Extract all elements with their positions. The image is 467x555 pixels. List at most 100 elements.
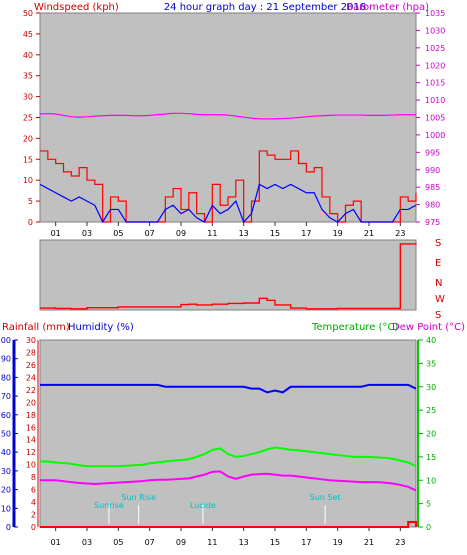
baro-y-tick-label: 980 — [425, 201, 440, 210]
wind-x-tick-label: 01 — [51, 229, 61, 238]
humidity-tick-label: 10 — [1, 504, 11, 513]
rain-tick-label: 26 — [26, 361, 36, 370]
baro-y-tick-label: 1015 — [425, 79, 445, 88]
rain-tick-label: 16 — [26, 423, 36, 432]
wind-x-tick-label: 23 — [395, 229, 405, 238]
baro-y-tick-label: 1025 — [425, 44, 445, 53]
baro-y-tick-label: 1000 — [425, 131, 445, 140]
direction-y-label: W — [435, 294, 445, 305]
rainfall-line — [40, 521, 417, 528]
wind-plot-area — [39, 12, 417, 223]
humidity-tick-label: 70 — [1, 392, 11, 401]
wind-y-tick-label: 45 — [23, 30, 33, 39]
humidity-tick-label: 80 — [1, 373, 11, 382]
baro-y-tick-label: 1010 — [425, 96, 445, 105]
baro-y-tick-label: 995 — [425, 148, 440, 157]
direction-y-label: E — [435, 258, 441, 269]
wind-x-tick-label: 21 — [364, 229, 374, 238]
temp-x-tick-label: 01 — [51, 538, 61, 547]
temp-tick-label: 10 — [426, 476, 436, 485]
wind-y-tick-label: 30 — [23, 93, 33, 102]
temp-x-tick-label: 17 — [301, 538, 311, 547]
temp-tick-label: 5 — [426, 500, 431, 509]
wind-x-tick-label: 09 — [176, 229, 186, 238]
rain-tick-label: 2 — [31, 511, 36, 520]
direction-y-label: S — [435, 310, 441, 321]
rain-tick-label: 20 — [26, 398, 36, 407]
rain-tick-label: 22 — [26, 386, 36, 395]
temp-plot-area — [39, 339, 417, 528]
dewpoint-label: Dew Point (°C) — [392, 322, 465, 333]
direction-plot-area — [39, 239, 417, 311]
rain-tick-label: 14 — [26, 436, 36, 445]
wind-y-axis: 0 5 10 15 20 25 30 35 40 45 50 — [23, 9, 40, 227]
wind-y-tick-label: 10 — [23, 176, 33, 185]
temp-x-tick-label: 15 — [270, 538, 280, 547]
temp-x-tick-label: 13 — [239, 538, 249, 547]
rain-tick-label: 28 — [26, 348, 36, 357]
rain-tick-label: 0 — [31, 523, 36, 532]
wind-x-axis: 01 03 05 07 09 11 13 15 17 19 21 23 — [51, 222, 405, 238]
humidity-tick-label: 100 — [0, 336, 11, 345]
temp-x-tick-label: 11 — [207, 538, 217, 547]
rain-tick-label: 6 — [31, 486, 36, 495]
wind-x-tick-label: 03 — [82, 229, 92, 238]
temperature-y-axis: 0 5 10 15 20 25 30 35 40 — [418, 336, 436, 532]
rain-tick-label: 24 — [26, 373, 36, 382]
wind-x-tick-label: 05 — [113, 229, 123, 238]
humidity-tick-label: 0 — [6, 523, 11, 532]
baro-y-tick-label: 1005 — [425, 114, 445, 123]
humidity-tick-label: 90 — [1, 355, 11, 364]
temp-tick-label: 30 — [426, 383, 436, 392]
wind-x-tick-label: 11 — [207, 229, 217, 238]
temp-x-tick-label: 09 — [176, 538, 186, 547]
humidity-y-axis: 0 10 20 30 40 50 60 70 80 90 100 — [0, 336, 18, 532]
barometer-line — [39, 112, 416, 120]
temperature-label: Temperature (°C) — [311, 322, 398, 333]
wind-y-tick-label: 5 — [28, 197, 33, 206]
temp-x-tick-label: 23 — [395, 538, 405, 547]
rain-tick-label: 8 — [31, 473, 36, 482]
rain-tick-label: 10 — [26, 461, 36, 470]
wind-y-tick-label: 35 — [23, 72, 33, 81]
barometer-label: Barometer (hpa) — [346, 2, 429, 13]
baro-y-tick-label: 1035 — [425, 9, 445, 18]
baro-y-tick-label: 985 — [425, 183, 440, 192]
wind-direction-line — [40, 243, 417, 310]
humidity-line — [40, 383, 417, 394]
rain-tick-label: 12 — [26, 448, 36, 457]
wind-y-tick-label: 25 — [23, 114, 33, 123]
wind-x-tick-label: 07 — [145, 229, 155, 238]
temp-tick-label: 0 — [426, 523, 431, 532]
humidity-tick-label: 20 — [1, 486, 11, 495]
temp-tick-label: 35 — [426, 359, 436, 368]
direction-y-label: S — [435, 238, 441, 249]
rain-tick-label: 4 — [31, 498, 36, 507]
temp-x-tick-label: 07 — [145, 538, 155, 547]
direction-y-label: N — [435, 278, 442, 289]
sun-marker-label: Sunrise — [94, 501, 124, 510]
baro-y-tick-label: 975 — [425, 218, 440, 227]
temp-x-tick-label: 05 — [113, 538, 123, 547]
temp-tick-label: 25 — [426, 406, 436, 415]
sun-marker-label: Sun Set — [310, 493, 341, 502]
wind-x-tick-label: 17 — [301, 229, 311, 238]
wind-y-tick-label: 20 — [23, 134, 33, 143]
wind-average-line — [39, 183, 417, 224]
temp-x-tick-label: 03 — [82, 538, 92, 547]
sun-marker-label: Lucide — [190, 501, 216, 510]
temp-x-tick-label: 21 — [364, 538, 374, 547]
temp-x-tick-label: 19 — [333, 538, 343, 547]
graph-title: 24 hour graph day : 21 September 2018 — [164, 2, 366, 13]
temp-tick-label: 20 — [426, 430, 436, 439]
wind-y-tick-label: 0 — [28, 218, 33, 227]
temp-tick-label: 40 — [426, 336, 436, 345]
rain-tick-label: 18 — [26, 411, 36, 420]
rain-tick-label: 30 — [26, 336, 36, 345]
wind-x-tick-label: 15 — [270, 229, 280, 238]
wind-x-tick-label: 13 — [239, 229, 249, 238]
